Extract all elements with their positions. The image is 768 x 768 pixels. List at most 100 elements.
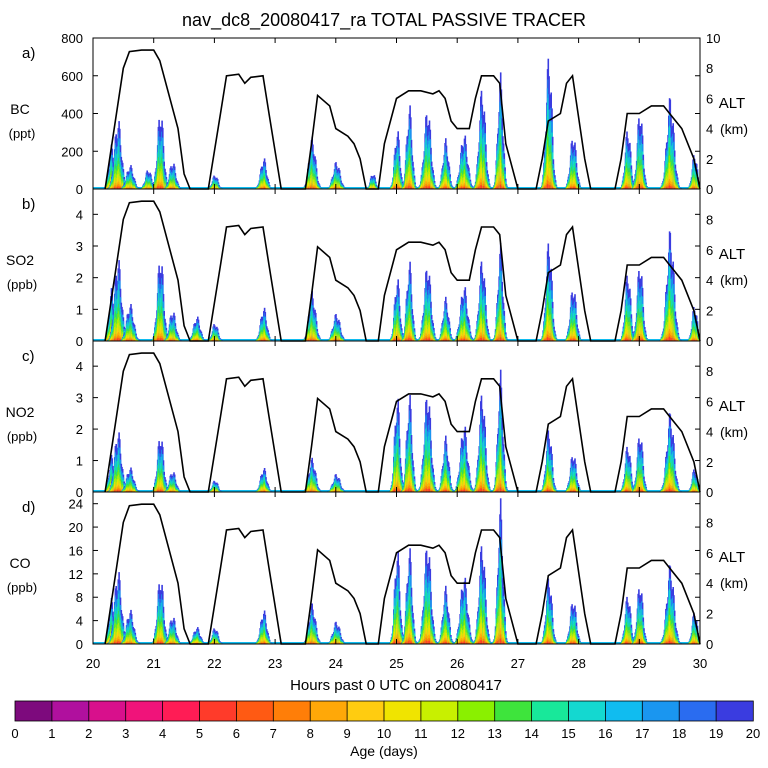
tracer-bar [117, 304, 142, 341]
tracer-bar [538, 58, 559, 189]
tracer-bar [399, 548, 419, 644]
tracer-bar [451, 287, 477, 341]
tracer-bar [491, 369, 510, 492]
alt-tick-label: 0 [706, 182, 713, 197]
alt-tick-label: 6 [706, 91, 713, 106]
colorbar-tick-label: 14 [524, 726, 538, 741]
y-tick-label: 4 [76, 207, 83, 222]
tracer-bar [117, 165, 142, 189]
species-label: SO2 [6, 252, 34, 268]
tracer-bar [491, 243, 510, 341]
chart-title: nav_dc8_20080417_ra TOTAL PASSIVE TRACER [0, 10, 768, 31]
colorbar-swatch [568, 700, 607, 722]
tracer-bar [657, 565, 683, 644]
colorbar-swatch [125, 700, 164, 722]
colorbar-tick-label: 15 [561, 726, 575, 741]
tracer-layer [93, 369, 700, 492]
alt-tick-label: 4 [706, 576, 713, 591]
y-tick-label: 0 [76, 334, 83, 349]
tracer-bar [149, 584, 171, 644]
tracer-bar [471, 90, 494, 189]
x-tick-label: 30 [693, 656, 707, 671]
colorbar-swatch [715, 700, 754, 722]
tracer-bar [435, 296, 457, 341]
alt-tick-label: 6 [706, 394, 713, 409]
species-label: BC [10, 101, 29, 117]
colorbar-swatch [88, 700, 127, 722]
y-tick-label: 4 [76, 359, 83, 374]
colorbar-tick-label: 19 [709, 726, 723, 741]
tracer-bar [451, 577, 477, 644]
y-tick-label: 0 [76, 182, 83, 197]
x-tick-label: 27 [511, 656, 525, 671]
colorbar-tick-label: 3 [122, 726, 129, 741]
tracer-bar [685, 469, 700, 492]
tracer-bar [415, 115, 440, 189]
tracer-bar [387, 131, 407, 189]
y-tick-label: 1 [76, 454, 83, 469]
tracer-bar [538, 430, 559, 492]
tracer-bar [471, 546, 494, 644]
alt-tick-label: 4 [706, 122, 713, 137]
alt-tick-label: 2 [706, 152, 713, 167]
altitude-line [104, 200, 701, 342]
y-tick-label: 1 [76, 302, 83, 317]
unit-label: (ppt) [9, 126, 36, 141]
tracer-bar [300, 290, 324, 341]
tracer-bar [471, 395, 494, 492]
altitude-line [104, 352, 701, 493]
alt-tick-label: 8 [706, 515, 713, 530]
tracer-bar [325, 474, 349, 492]
alt-label: ALT [719, 398, 745, 415]
unit-label: (ppb) [7, 429, 37, 444]
tracer-bar [618, 131, 638, 189]
x-tick-label: 23 [268, 656, 282, 671]
y-tick-label: 200 [61, 144, 83, 159]
colorbar-tick-label: 1 [48, 726, 55, 741]
tracer-bar [491, 72, 510, 189]
colorbar-swatch [457, 700, 496, 722]
alt-tick-label: 0 [706, 637, 713, 652]
tracer-bar [105, 260, 131, 341]
tracer-bar [387, 279, 407, 341]
tracer-bar [562, 292, 584, 341]
alt-tick-label: 8 [706, 61, 713, 76]
altitude-line [104, 503, 701, 645]
y-tick-label: 600 [61, 69, 83, 84]
colorbar-swatch [494, 700, 533, 722]
panel-bc: 800 600 400 200 0 10 8 6 4 2 0 a) BC (ppt) ALT (km) [9, 31, 748, 197]
colorbar-tick-label: 5 [196, 726, 203, 741]
colorbar-tick-label: 16 [598, 726, 612, 741]
tracer-bar [324, 621, 349, 644]
colorbar-swatch [678, 700, 717, 722]
alt-tick-label: 10 [706, 31, 720, 46]
colorbar-tick-label: 4 [159, 726, 166, 741]
panel-letter: b) [22, 196, 35, 213]
alt-tick-label: 8 [706, 364, 713, 379]
tracer-bar [206, 175, 225, 189]
tracer-bar [538, 243, 559, 341]
tracer-bar [399, 105, 419, 189]
tracer-layer [93, 58, 700, 189]
alt-tick-label: 0 [706, 334, 713, 349]
y-tick-label: 2 [76, 271, 83, 286]
colorbar-swatch [641, 700, 680, 722]
tracer-bar [300, 603, 324, 644]
colorbar-tick-label: 8 [307, 726, 314, 741]
tracer-bar [562, 604, 584, 644]
x-tick-label: 28 [571, 656, 585, 671]
tracer-bar [149, 441, 171, 492]
tracer-bar [435, 435, 457, 492]
colorbar-tick-label: 2 [85, 726, 92, 741]
tracer-bar [451, 135, 477, 189]
y-tick-label: 3 [76, 391, 83, 406]
colorbar-swatch [235, 700, 274, 722]
colorbar-swatch [272, 700, 311, 722]
tracer-bar [149, 119, 171, 189]
tracer-bar [562, 140, 584, 189]
colorbar-tick-label: 10 [377, 726, 391, 741]
